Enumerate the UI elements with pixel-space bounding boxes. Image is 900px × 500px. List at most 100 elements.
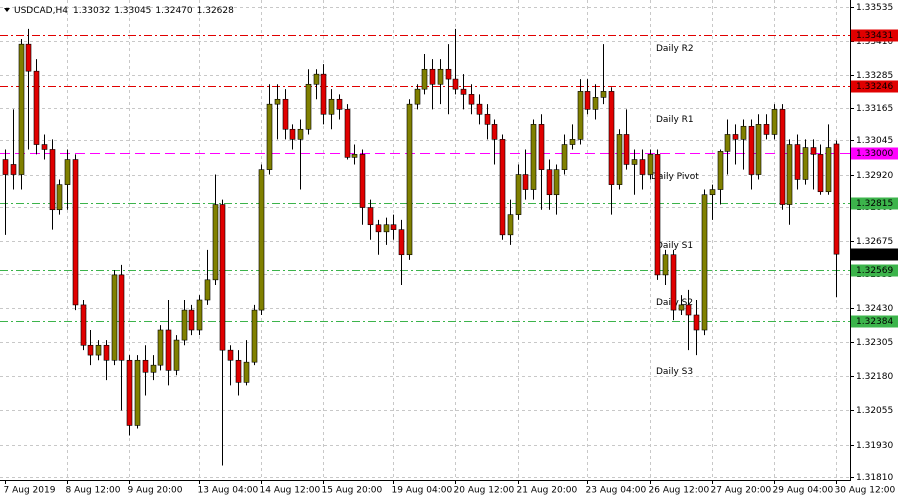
candle-body — [437, 68, 444, 85]
candle-body — [320, 73, 327, 115]
candle-body — [445, 68, 452, 80]
level-name: Daily S1 — [656, 241, 693, 251]
candle-body — [367, 207, 374, 226]
candle-body — [421, 68, 428, 90]
candle-body — [647, 154, 654, 175]
level-price-box — [851, 80, 898, 93]
candle-body — [95, 344, 102, 356]
candle-body — [515, 174, 522, 215]
candle-body — [297, 128, 304, 140]
candle-body — [142, 359, 149, 373]
level-price-box — [851, 315, 898, 328]
y-tick-label: 1.32430 — [856, 304, 893, 314]
x-tick-label: 21 Aug 20:00 — [517, 486, 578, 496]
current-price-label: 1.32628 — [856, 250, 893, 260]
x-tick-label: 20 Aug 12:00 — [454, 486, 515, 496]
candle-body — [2, 159, 9, 175]
x-tick-label: 26 Aug 12:00 — [649, 486, 710, 496]
candle-body — [763, 124, 770, 135]
candle-body — [134, 359, 141, 426]
y-tick-label: 1.32055 — [856, 406, 893, 416]
x-tick-label: 29 Aug 04:00 — [773, 486, 834, 496]
candle-body — [631, 159, 638, 165]
candle-body — [359, 154, 366, 208]
candle-body — [111, 274, 118, 361]
y-tick-label: 1.33410 — [856, 37, 893, 47]
candle-body — [258, 169, 265, 311]
candle-body — [771, 109, 778, 135]
candle-body — [717, 151, 724, 190]
candle-body — [18, 43, 25, 175]
candle-body — [530, 124, 537, 190]
candle-body — [165, 329, 172, 371]
y-tick-label: 1.33045 — [856, 136, 893, 146]
candle-body — [49, 149, 56, 211]
candle-body — [41, 144, 48, 150]
candle-body — [56, 184, 63, 211]
candle-body — [126, 359, 133, 426]
level-price-box — [851, 264, 898, 277]
candle-body — [755, 124, 762, 175]
axis: 1.33535 1.33410 1.33285 1.33165 1.33045 1.329… — [4, 3, 898, 496]
candle-body — [616, 134, 623, 185]
candle-body — [188, 309, 195, 331]
candle-body — [701, 194, 708, 331]
level-price-label: 1.32815 — [856, 199, 893, 209]
candle-body — [654, 154, 661, 276]
candle-body — [414, 88, 421, 105]
candle-body — [678, 304, 685, 311]
candle-body — [118, 274, 125, 361]
candle-body — [538, 124, 545, 170]
candle-body — [662, 254, 669, 276]
header: USDCAD,H4 1.33032 1.33045 1.32470 1.32628 — [4, 6, 234, 16]
candle-body — [235, 359, 242, 383]
candle-body — [313, 73, 320, 85]
candle-body — [584, 91, 591, 110]
y-tick-label: 1.33535 — [856, 3, 893, 13]
symbol: USDCAD,H4 — [14, 6, 68, 16]
level-name: Daily S3 — [656, 367, 693, 377]
x-tick-label: 23 Aug 04:00 — [586, 486, 647, 496]
candle-body — [87, 344, 94, 356]
candle-body — [227, 349, 234, 361]
candle-body — [383, 224, 390, 233]
candle-body — [499, 139, 506, 236]
candle-body — [670, 254, 677, 311]
candle-body — [289, 128, 296, 140]
x-tick-label: 15 Aug 20:00 — [322, 486, 383, 496]
y-tick-label: 1.32305 — [856, 338, 893, 348]
candle-body — [786, 144, 793, 205]
y-tick-label: 1.32920 — [856, 171, 893, 181]
x-tick-label: 30 Aug 12:00 — [835, 486, 896, 496]
candle-body — [406, 103, 413, 256]
level-price-label: 1.33246 — [856, 82, 893, 92]
x-tick-label: 13 Aug 04:00 — [198, 486, 259, 496]
y-tick-label: 1.31930 — [856, 441, 893, 451]
level-name: Daily R2 — [656, 44, 694, 54]
header-icon — [4, 8, 10, 12]
candle-body — [592, 97, 599, 110]
candle-body — [64, 159, 71, 185]
candle-body — [569, 139, 576, 145]
candle-body — [491, 124, 498, 140]
candle-body — [103, 344, 110, 361]
candle-body — [196, 299, 203, 331]
candle-body — [33, 70, 40, 145]
level-price-box — [851, 197, 898, 210]
level-price-box — [851, 29, 898, 42]
candle-body — [732, 134, 739, 140]
candle-body — [685, 304, 692, 316]
candle-body — [219, 204, 226, 351]
candle-body — [468, 94, 475, 105]
candle-body — [150, 364, 157, 373]
candle-body — [305, 83, 312, 130]
x-tick-label: 8 Aug 12:00 — [66, 486, 121, 496]
candle-body — [212, 204, 219, 281]
candle-body — [10, 164, 17, 175]
candle-body — [390, 224, 397, 230]
candle-body — [794, 144, 801, 180]
candle-body — [452, 78, 459, 90]
